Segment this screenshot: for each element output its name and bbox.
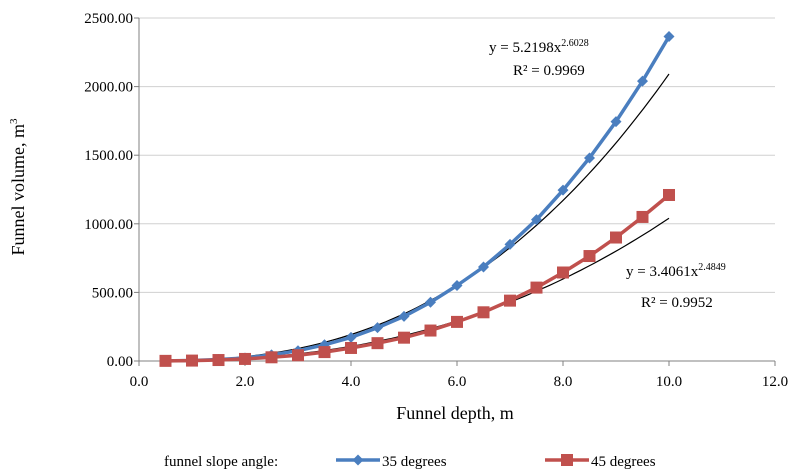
x-axis-title: Funnel depth, m (396, 403, 514, 423)
data-point (371, 337, 384, 350)
trendline-equation-35-exp: 2.6028 (561, 38, 589, 49)
legend-title: funnel slope angle: (164, 454, 278, 470)
legend-entries: 35 degrees 45 degrees (336, 454, 656, 470)
data-point (451, 280, 463, 292)
x-tick-label: 10.0 (656, 374, 682, 390)
data-point (531, 214, 542, 226)
data-point (239, 352, 251, 365)
trendline-r2-45: R² = 0.9952 (641, 295, 713, 311)
data-point (372, 322, 383, 334)
data-point (186, 354, 198, 367)
trendline-r2-35: R² = 0.9969 (513, 63, 585, 79)
legend-label: 35 degrees (382, 454, 447, 470)
data-point (478, 261, 489, 273)
trendline-equation-35: y = 5.2198x2.6028 (489, 38, 589, 56)
x-tick-label: 2.0 (236, 374, 255, 390)
x-tick-label: 6.0 (448, 374, 467, 390)
tick-labels: 0.00 500.00 1000.00 1500.00 2000.00 2500.00 0.… (84, 11, 788, 390)
data-point (425, 296, 436, 308)
data-point (557, 266, 569, 279)
y-tick-label: 1000.00 (84, 217, 133, 233)
data-point (636, 210, 649, 223)
legend-entry-35: 35 degrees (336, 454, 447, 470)
data-point (557, 184, 569, 196)
data-point (212, 354, 225, 367)
data-point (530, 281, 543, 294)
data-point (345, 341, 357, 354)
data-point (583, 250, 596, 263)
x-tick-label: 8.0 (554, 374, 573, 390)
data-point (292, 349, 304, 362)
data-point (159, 354, 172, 367)
y-tick-label: 0.00 (107, 354, 133, 370)
y-tick-label: 1500.00 (84, 148, 133, 164)
x-tick-label: 4.0 (342, 374, 361, 390)
series (159, 31, 675, 367)
trendlines (165, 73, 670, 362)
data-point (424, 324, 437, 337)
data-point (637, 75, 648, 87)
data-point (318, 346, 331, 359)
data-point (584, 152, 595, 164)
legend: funnel slope angle: 35 degrees 45 degrees (164, 454, 656, 470)
trendline-equation-45-exp: 2.4849 (698, 262, 726, 273)
data-point (504, 238, 516, 250)
y-axis-title-text: Funnel volume, m (8, 124, 28, 256)
legend-entry-45: 45 degrees (545, 454, 656, 470)
trendline-equation-45: y = 3.4061x2.4849 (626, 262, 726, 280)
gridlines (139, 17, 775, 293)
y-tick-label: 2000.00 (84, 80, 133, 96)
y-tick-label: 2500.00 (84, 11, 133, 27)
series-line (165, 35, 671, 363)
series-35 (160, 31, 675, 367)
data-point (610, 116, 622, 128)
data-point (504, 294, 516, 307)
y-axis-title-sup: 3 (8, 118, 20, 124)
data-point (451, 315, 463, 328)
y-tick-label: 500.00 (92, 285, 133, 301)
legend-swatch-marker (561, 454, 573, 466)
trendline-35 (165, 73, 670, 362)
data-point (345, 331, 357, 343)
data-point (265, 351, 278, 364)
trendline-equation-35-base: y = 5.2198x (489, 40, 562, 56)
data-point (663, 188, 675, 201)
trendline-equation-45-base: y = 3.4061x (626, 264, 699, 280)
x-tick-label: 0.0 (130, 374, 149, 390)
x-tick-label: 12.0 (762, 374, 788, 390)
data-point (477, 306, 490, 319)
legend-label: 45 degrees (591, 454, 656, 470)
data-point (610, 231, 622, 244)
axes (134, 17, 776, 366)
legend-swatch-marker (352, 454, 364, 466)
data-point (398, 310, 410, 322)
trendline-45 (165, 217, 670, 362)
data-point (398, 331, 410, 344)
series-line (165, 193, 671, 363)
series-45 (159, 188, 675, 367)
data-point (663, 31, 675, 43)
y-axis-title: Funnel volume, m3 (8, 118, 28, 256)
